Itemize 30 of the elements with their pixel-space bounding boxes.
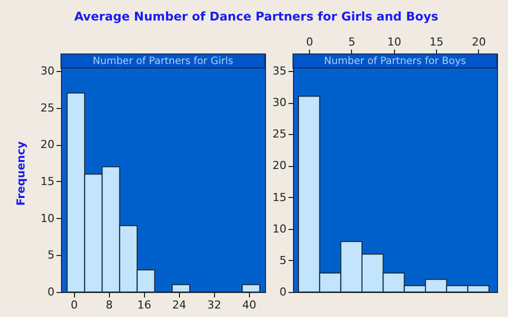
y-tick-label: 20 (40, 138, 54, 152)
chart-title: Number of Partners for Girls (92, 56, 234, 67)
x-tick-label: 40 (242, 298, 256, 312)
text: Average Number of Dance Partners for Girls and Boys (74, 10, 438, 24)
x-tick-label: 16 (137, 298, 152, 312)
y-tick-label: 10 (40, 212, 54, 225)
y-tick-label: 20 (272, 159, 286, 172)
x-tick-label: 20 (472, 36, 486, 48)
x-tick-label: 32 (207, 298, 222, 312)
y-tick-label: 0 (48, 286, 54, 298)
x-tick-label: 0 (70, 298, 78, 312)
x-tick-label: 8 (106, 298, 113, 312)
x-tick-label: 10 (387, 36, 402, 48)
y-axis-title: Frequency (14, 141, 28, 206)
x-tick-label: 24 (172, 298, 186, 312)
y-tick-label: 5 (48, 248, 54, 262)
y-tick-label: 25 (272, 128, 286, 141)
x-tick-label: 15 (430, 36, 444, 48)
y-tick-label: 25 (40, 101, 54, 114)
x-tick-label: 5 (348, 36, 356, 48)
y-tick-label: 15 (40, 174, 54, 188)
y-tick-label: 30 (272, 96, 286, 110)
y-tick-label: 0 (280, 286, 286, 298)
y-tick-label: 5 (280, 254, 286, 267)
y-tick-label: 15 (272, 190, 286, 204)
chart-title: Number of Partners for Boys (324, 56, 466, 67)
y-tick-label: 10 (272, 222, 286, 236)
y-tick-label: 30 (40, 64, 54, 78)
x-tick-label: 0 (306, 36, 314, 48)
y-tick-label: 35 (272, 64, 286, 78)
